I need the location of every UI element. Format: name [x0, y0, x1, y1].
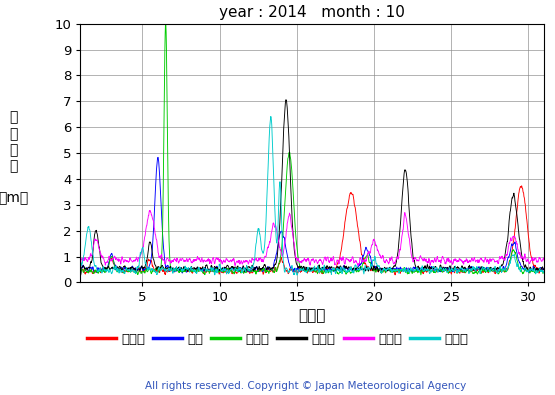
生月島	[164, 256, 170, 261]
石廀崎	[164, 73, 170, 77]
唐桑	[155, 155, 162, 160]
屋久島	[77, 269, 84, 274]
Line: 上ノ国: 上ノ国	[80, 186, 555, 276]
X-axis label: （日）: （日）	[299, 308, 326, 324]
屋久島	[268, 114, 274, 119]
Line: 経ヶ岸: 経ヶ岸	[80, 100, 555, 276]
上ノ国	[440, 269, 446, 273]
唐桑	[216, 269, 223, 273]
屋久島	[294, 273, 300, 277]
唐桑	[440, 267, 446, 271]
屋久島	[493, 269, 500, 274]
石廀崎	[493, 270, 500, 275]
石廀崎	[173, 268, 179, 273]
上ノ国	[259, 267, 265, 272]
生月島	[440, 255, 446, 260]
唐桑	[77, 274, 84, 278]
屋久島	[440, 266, 447, 271]
Text: All rights reserved. Copyright © Japan Meteorological Agency: All rights reserved. Copyright © Japan M…	[145, 381, 466, 391]
唐桑	[173, 269, 179, 273]
Line: 生月島: 生月島	[80, 211, 555, 271]
Line: 唐桑: 唐桑	[80, 157, 555, 276]
経ヶ岸	[440, 265, 446, 269]
上ノ国	[518, 183, 525, 188]
経ヶ岸	[215, 268, 222, 273]
上ノ国	[172, 267, 179, 272]
上ノ国	[215, 269, 222, 274]
唐桑	[164, 263, 170, 268]
生月島	[216, 258, 223, 263]
経ヶ岸	[493, 267, 500, 272]
生月島	[147, 208, 153, 213]
石廀崎	[440, 269, 446, 273]
石廀崎	[259, 267, 266, 271]
経ヶ岸	[259, 266, 265, 271]
生月島	[259, 259, 266, 263]
唐桑	[259, 269, 266, 274]
Line: 石廀崎: 石廀崎	[80, 24, 555, 276]
石廀崎	[216, 269, 223, 274]
上ノ国	[163, 269, 170, 274]
経ヶ岸	[282, 97, 289, 102]
上ノ国	[77, 274, 84, 279]
石廀崎	[162, 21, 169, 26]
石廀崎	[77, 274, 84, 279]
経ヶ岸	[163, 267, 170, 272]
Line: 屋久島: 屋久島	[80, 117, 555, 275]
屋久島	[163, 267, 170, 272]
屋久島	[172, 267, 179, 271]
唐桑	[493, 267, 500, 271]
Title: year : 2014   month : 10: year : 2014 month : 10	[219, 5, 405, 20]
Text: 有
義
波
高

（m）: 有 義 波 高 （m）	[0, 111, 29, 206]
屋久島	[259, 248, 265, 253]
生月島	[77, 269, 84, 274]
生月島	[173, 258, 179, 262]
Legend: 上ノ国, 唐桑, 石廀崎, 経ヶ岸, 生月島, 屋久島: 上ノ国, 唐桑, 石廀崎, 経ヶ岸, 生月島, 屋久島	[82, 327, 473, 351]
経ヶ岸	[172, 266, 179, 271]
経ヶ岸	[77, 274, 84, 279]
上ノ国	[493, 269, 500, 273]
生月島	[493, 259, 500, 264]
屋久島	[215, 266, 222, 271]
